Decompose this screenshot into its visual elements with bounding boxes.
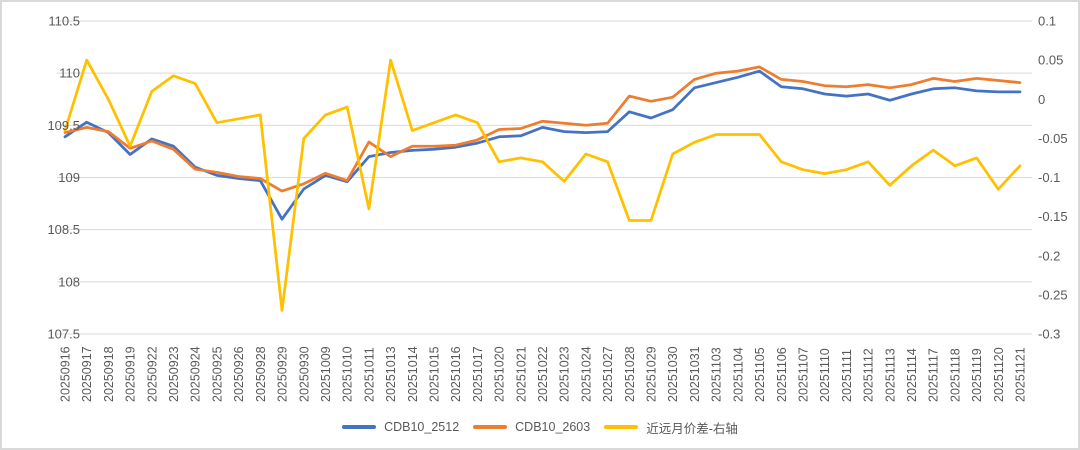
right-axis-tick-label: 0 bbox=[1038, 92, 1045, 107]
x-axis-tick-label: 20250919 bbox=[124, 346, 138, 402]
x-axis-tick-label: 20251113 bbox=[883, 348, 897, 402]
x-axis-tick-label: 20251105 bbox=[753, 347, 767, 402]
left-axis-tick-label: 110 bbox=[59, 66, 80, 81]
x-axis-tick-label: 20251017 bbox=[471, 346, 485, 402]
x-axis-tick-label: 20251111 bbox=[840, 349, 854, 402]
x-axis-tick-label: 20251011 bbox=[362, 347, 376, 402]
x-axis-tick-label: 20251114 bbox=[905, 348, 919, 402]
x-axis-tick-label: 20250925 bbox=[210, 346, 224, 402]
x-axis-tick-label: 20250922 bbox=[145, 346, 159, 402]
x-axis-tick-label: 20250928 bbox=[254, 346, 268, 402]
x-axis-tick-label: 20251118 bbox=[948, 348, 962, 402]
series-line-近远月价差-右轴 bbox=[63, 58, 1022, 312]
series-line-CDB10_2603 bbox=[63, 65, 1022, 193]
x-axis-tick-label: 20251106 bbox=[775, 347, 789, 402]
x-axis-tick-label: 20251014 bbox=[406, 346, 420, 402]
legend-item-cdb10-2603: CDB10_2603 bbox=[473, 420, 590, 434]
right-axis-tick-label: -0.3 bbox=[1038, 327, 1060, 342]
x-axis-tick-label: 20251120 bbox=[992, 347, 1006, 402]
right-axis-tick-label: 0.05 bbox=[1038, 53, 1063, 68]
x-axis-tick-label: 20251009 bbox=[319, 346, 333, 402]
right-axis-tick-label: -0.15 bbox=[1038, 209, 1068, 224]
legend-label: CDB10_2512 bbox=[384, 420, 460, 434]
legend-line-swatch-orange bbox=[473, 425, 508, 429]
legend-item-cdb10-2512: CDB10_2512 bbox=[342, 420, 459, 434]
x-axis-tick-label: 20251107 bbox=[796, 347, 810, 402]
x-axis-tick-label: 20251023 bbox=[558, 346, 572, 402]
right-axis-tick-label: -0.25 bbox=[1038, 287, 1068, 302]
series-line-CDB10_2512 bbox=[63, 69, 1022, 221]
legend-label: 近远月价差-右轴 bbox=[646, 421, 738, 436]
x-axis-tick-label: 20251027 bbox=[601, 346, 615, 402]
left-axis-tick-label: 108 bbox=[58, 274, 80, 289]
x-axis-tick-label: 20250917 bbox=[80, 346, 94, 402]
x-axis-tick-label: 20251031 bbox=[688, 346, 702, 402]
x-axis-tick-label: 20250924 bbox=[189, 346, 203, 402]
left-axis-tick-label: 109 bbox=[58, 170, 80, 185]
x-axis-tick-label: 20251020 bbox=[493, 346, 507, 402]
x-axis-tick-label: 20251121 bbox=[1014, 347, 1028, 402]
x-axis-tick-label: 20251104 bbox=[731, 347, 745, 402]
right-axis-tick-label: -0.2 bbox=[1038, 248, 1060, 263]
x-axis-tick-label: 20250916 bbox=[59, 346, 73, 402]
x-axis-tick-label: 20251016 bbox=[449, 346, 463, 402]
x-axis-tick-label: 20251112 bbox=[862, 348, 876, 402]
x-axis-tick-label: 20251029 bbox=[645, 346, 659, 402]
x-axis-tick-label: 20251015 bbox=[427, 346, 441, 402]
left-axis-tick-label: 110.5 bbox=[48, 14, 80, 29]
right-axis-tick-label: -0.1 bbox=[1038, 170, 1060, 185]
legend-line-swatch-blue bbox=[342, 425, 377, 429]
legend-label: CDB10_2603 bbox=[515, 420, 591, 434]
x-axis-tick-label: 20250929 bbox=[276, 346, 290, 402]
x-axis-tick-label: 20251010 bbox=[341, 346, 355, 402]
x-axis-tick-label: 20250930 bbox=[297, 346, 311, 402]
x-axis-tick-label: 20250918 bbox=[102, 346, 116, 402]
x-axis-tick-label: 20250923 bbox=[167, 346, 181, 402]
left-axis-tick-label: 107.5 bbox=[47, 327, 80, 342]
left-axis-tick-label: 109.5 bbox=[47, 118, 80, 133]
legend-item-spread-right-axis: 近远月价差-右轴 bbox=[604, 418, 738, 437]
chart-legend: CDB10_2512 CDB10_2603 近远月价差-右轴 bbox=[2, 413, 1078, 441]
x-axis-tick-label: 20251110 bbox=[818, 348, 832, 402]
right-axis-tick-label: 0.1 bbox=[1038, 14, 1056, 29]
x-axis-tick-label: 20251103 bbox=[710, 347, 724, 402]
x-axis-tick-label: 20251013 bbox=[384, 346, 398, 402]
x-axis-tick-label: 20250926 bbox=[232, 346, 246, 402]
x-axis-tick-label: 20251021 bbox=[514, 346, 528, 402]
left-axis-tick-label: 108.5 bbox=[47, 222, 80, 237]
x-axis-tick-label: 20251024 bbox=[579, 346, 593, 402]
x-axis-tick-label: 20251030 bbox=[666, 346, 680, 402]
x-axis-tick-label: 20251022 bbox=[536, 346, 550, 402]
x-axis-tick-label: 20251119 bbox=[970, 348, 984, 402]
x-axis-tick-label: 20251117 bbox=[927, 348, 941, 402]
right-axis-tick-label: -0.05 bbox=[1038, 131, 1068, 146]
x-axis-tick-label: 20251028 bbox=[623, 346, 637, 402]
legend-line-swatch-yellow bbox=[604, 425, 639, 429]
